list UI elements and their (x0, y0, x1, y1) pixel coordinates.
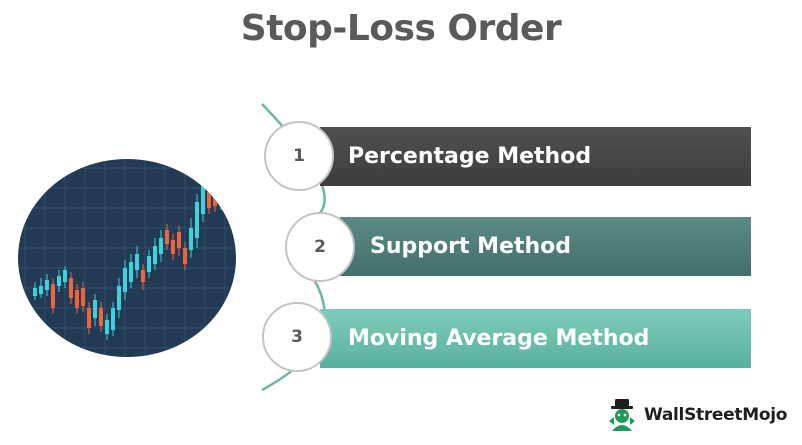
candle-body (129, 262, 133, 282)
candle-body (57, 276, 61, 286)
candle-body (63, 270, 67, 282)
method-bar-percentage: Percentage Method (320, 127, 751, 186)
candle-body (117, 286, 121, 310)
candle-body (195, 202, 199, 238)
candle-body (111, 308, 115, 330)
candle-body (201, 186, 205, 214)
candle-body (135, 254, 139, 270)
method-label: Percentage Method (348, 144, 592, 169)
candle-body (207, 192, 211, 208)
step-number-3: 3 (262, 302, 332, 372)
method-bar-moving-average: Moving Average Method (320, 309, 751, 368)
candle-body (189, 228, 193, 250)
step-number-1: 1 (264, 121, 334, 191)
candle-body (165, 230, 169, 244)
candle-body (141, 270, 145, 282)
step-number-2: 2 (285, 212, 355, 282)
candle-body (33, 288, 37, 296)
candle-body (183, 248, 187, 264)
brand-logo: WallStreetMojo (604, 397, 787, 433)
brand-name: WallStreetMojo (644, 405, 788, 425)
candle-body (123, 268, 127, 292)
candle-body (45, 280, 49, 290)
candle-body (147, 256, 151, 272)
candle-body (51, 284, 55, 308)
candle-body (75, 290, 79, 308)
candle-body (171, 240, 175, 254)
candle-body (39, 286, 43, 294)
candle-body (177, 232, 181, 248)
candle-body (87, 308, 91, 328)
candle-body (213, 188, 217, 206)
chart-background (18, 159, 236, 357)
candle-body (69, 278, 73, 298)
candlestick-chart-illustration (18, 159, 236, 357)
candle-body (93, 300, 97, 318)
candle-body (153, 246, 157, 264)
candle-body (159, 238, 163, 254)
method-label: Support Method (370, 234, 571, 259)
candle-body (219, 184, 223, 204)
method-bar-support: Support Method (340, 217, 751, 276)
page-title: Stop-Loss Order (240, 8, 562, 49)
brand-mascot-icon (609, 399, 635, 431)
candle-body (99, 308, 103, 326)
method-label: Moving Average Method (348, 326, 650, 351)
candle-body (225, 180, 229, 198)
candle-body (81, 288, 85, 306)
candle-body (105, 320, 109, 334)
